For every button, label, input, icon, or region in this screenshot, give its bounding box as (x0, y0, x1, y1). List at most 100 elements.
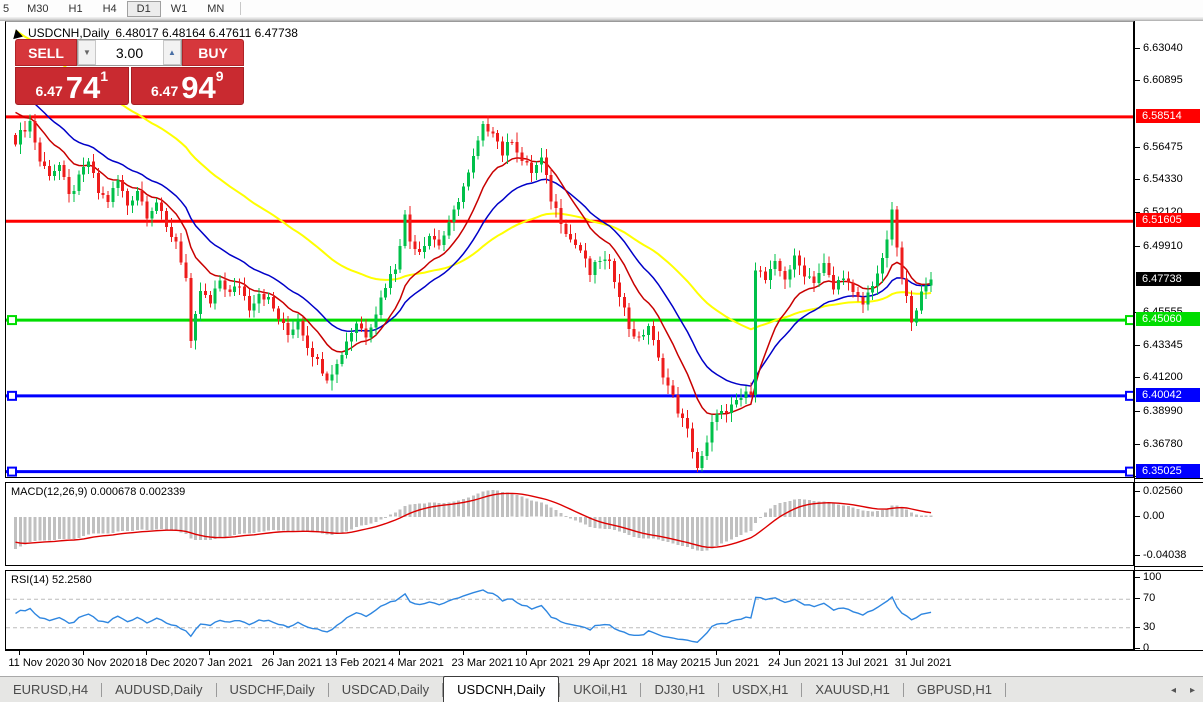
price-scale-tick: 6.43345 (1135, 338, 1203, 352)
date-axis-tick (462, 651, 464, 655)
timeframe-toolbar: 5 M30 H1 H4 D1 W1 MN (0, 0, 1203, 17)
chart-tab-bar: EURUSD,H4 AUDUSD,Daily USDCHF,Daily USDCAD,… (0, 676, 1203, 702)
chart-tab-xauusd[interactable]: XAUUSD,H1 (815, 682, 890, 697)
timeframe-button-mn[interactable]: MN (207, 2, 225, 15)
main-chart-panel[interactable]: USDCNH,Daily 6.48017 6.48164 6.47611 6.4… (5, 21, 1134, 478)
macd-panel[interactable]: MACD(12,26,9) 0.000678 0.002339 (5, 482, 1134, 566)
scale-panel-separator (1135, 482, 1203, 483)
price-scale-tick: 0 (1135, 641, 1203, 655)
chart-tab-usdchf[interactable]: USDCHF,Daily (229, 682, 315, 697)
tab-separator (327, 683, 329, 697)
tab-separator (718, 683, 720, 697)
tabs-scroll-right-icon[interactable]: ▸ (1189, 685, 1195, 696)
chart-title: USDCNH,Daily 6.48017 6.48164 6.47611 6.4… (11, 26, 298, 40)
price-scale-tick: 6.49910 (1135, 239, 1203, 253)
volume-spinner: ▼ 3.00 ▲ (77, 39, 182, 66)
price-scale-label: 6.47738 (1136, 271, 1200, 286)
date-axis-label: 5 Jun 2021 (704, 657, 760, 669)
price-scale-tick: -0.04038 (1135, 548, 1203, 562)
timeframe-button-5[interactable]: 5 (3, 2, 10, 15)
date-axis-tick (335, 651, 337, 655)
volume-increase-icon[interactable]: ▲ (163, 40, 181, 65)
date-axis-label: 18 May 2021 (641, 657, 706, 669)
toolbar-divider (0, 17, 1203, 21)
date-axis-tick (145, 651, 147, 655)
volume-input[interactable]: 3.00 (115, 44, 144, 61)
chart-tab-usdcnh[interactable]: USDCNH,Daily (443, 676, 560, 702)
price-scale-tick: 6.38990 (1135, 404, 1203, 418)
chart-tab-dj30[interactable]: DJ30,H1 (654, 682, 706, 697)
chart-symbol-timeframe: USDCNH,Daily (28, 26, 110, 40)
chart-tab-usdx[interactable]: USDX,H1 (732, 682, 789, 697)
buy-price-small: 6.47 (150, 83, 179, 99)
date-axis-label: 26 Jan 2021 (261, 657, 323, 669)
price-scale-label: 6.58514 (1136, 108, 1200, 123)
chart-tab-gbpusd[interactable]: GBPUSD,H1 (916, 682, 992, 697)
price-scale-label: 6.45060 (1136, 312, 1200, 327)
chart-tab-eurusd[interactable]: EURUSD,H4 (13, 682, 89, 697)
rsi-canvas[interactable] (6, 571, 1133, 649)
tab-separator (215, 683, 217, 697)
date-axis-tick (652, 651, 654, 655)
price-scale-label: 6.40042 (1136, 387, 1200, 402)
date-axis-tick (589, 651, 591, 655)
date-axis-label: 31 Jul 2021 (894, 657, 952, 669)
tab-scroll-buttons: ◂ ▸ (1171, 685, 1195, 696)
rsi-panel[interactable]: RSI(14) 52.2580 (5, 570, 1134, 650)
price-scale-tick: 70 (1135, 591, 1203, 605)
date-axis-line (5, 650, 1203, 651)
macd-label: MACD(12,26,9) 0.000678 0.002339 (11, 486, 186, 498)
tabs-scroll-left-icon[interactable]: ◂ (1170, 685, 1176, 696)
scale-panel-separator (1135, 570, 1203, 571)
tab-separator (101, 683, 103, 697)
scale-panel-separator (1135, 566, 1203, 567)
date-axis-label: 13 Feb 2021 (324, 657, 387, 669)
sell-price-big: 74 (65, 70, 101, 106)
scale-panel-separator (1135, 478, 1203, 479)
date-axis-label: 30 Nov 2020 (71, 657, 135, 669)
date-axis-tick (842, 651, 844, 655)
price-scale-tick: 30 (1135, 620, 1203, 634)
buy-button[interactable]: BUY (182, 39, 244, 66)
sell-price-panel[interactable]: 6.47 74 1 (15, 67, 129, 105)
main-chart-canvas[interactable] (6, 22, 1133, 477)
chart-tab-audusd[interactable]: AUDUSD,Daily (115, 682, 203, 697)
price-scale-tick: 6.41200 (1135, 370, 1203, 384)
date-axis[interactable]: 11 Nov 2020 30 Nov 2020 18 Dec 2020 7 Jan 2… (0, 650, 1203, 674)
date-axis-label: 29 Apr 2021 (578, 657, 638, 669)
date-axis-tick (272, 651, 274, 655)
volume-decrease-icon[interactable]: ▼ (78, 40, 96, 65)
rsi-label: RSI(14) 52.2580 (11, 574, 92, 586)
timeframe-button-h4[interactable]: H4 (102, 2, 117, 15)
timeframe-button-d1[interactable]: D1 (126, 0, 161, 17)
price-scale-tick: 6.60895 (1135, 73, 1203, 87)
tab-separator (801, 683, 803, 697)
price-scale-tick: 6.54330 (1135, 172, 1203, 186)
date-axis-tick (715, 651, 717, 655)
sell-price-small: 6.47 (35, 83, 63, 99)
buy-price-panel[interactable]: 6.47 94 9 (130, 67, 244, 105)
timeframe-button-m30[interactable]: M30 (27, 2, 49, 15)
toolbar-separator (240, 2, 242, 15)
sell-price-sup: 1 (100, 68, 109, 84)
date-axis-label: 4 Mar 2021 (388, 657, 444, 669)
timeframe-button-w1[interactable]: W1 (170, 2, 188, 15)
timeframe-button-h1[interactable]: H1 (68, 2, 83, 15)
date-axis-label: 23 Mar 2021 (451, 657, 514, 669)
price-scale-label: 6.51605 (1136, 213, 1200, 228)
price-scale-tick: 6.56475 (1135, 140, 1203, 154)
tab-separator (902, 683, 904, 697)
chart-ohlc-values: 6.48017 6.48164 6.47611 6.47738 (115, 26, 298, 40)
chart-tab-usdcad[interactable]: USDCAD,Daily (341, 682, 430, 697)
price-scale-tick: 0.00 (1135, 509, 1203, 523)
macd-canvas[interactable] (6, 483, 1133, 565)
one-click-trading-widget: SELL ▼ 3.00 ▲ BUY 6.47 74 1 6.47 94 9 (15, 39, 244, 105)
date-axis-tick (209, 651, 211, 655)
price-scale-tick: 100 (1135, 570, 1203, 584)
price-scale-tick: 6.63040 (1135, 41, 1203, 55)
price-scale[interactable]: 6.630406.608956.564756.543306.521206.499… (1134, 21, 1203, 654)
chart-tab-ukoil[interactable]: UKOil,H1 (573, 682, 628, 697)
sell-button[interactable]: SELL (15, 39, 77, 66)
date-axis-tick (905, 651, 907, 655)
